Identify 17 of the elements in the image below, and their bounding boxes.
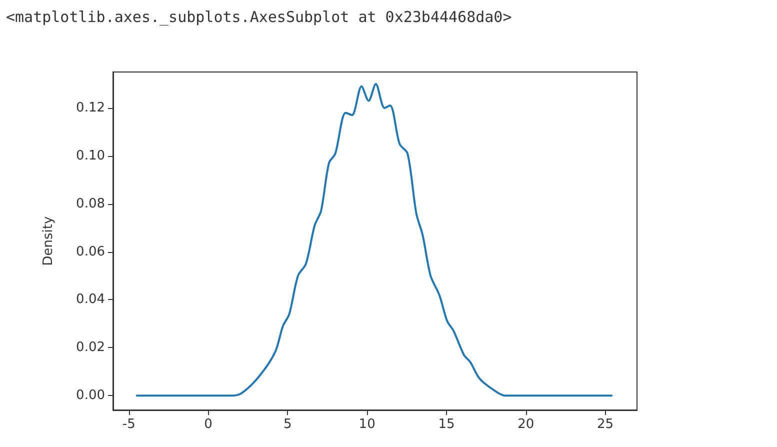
x-tick-label: 20 xyxy=(518,417,534,432)
x-tick-label: 25 xyxy=(596,417,614,432)
y-tick-label: 0.02 xyxy=(76,340,105,356)
x-tick-label: 10 xyxy=(358,417,376,432)
y-tick-label: 0.04 xyxy=(76,292,105,308)
y-tick-label: 0.00 xyxy=(76,388,105,404)
x-tick-label: 0 xyxy=(204,417,212,432)
x-tick-label: -5 xyxy=(122,417,136,432)
y-tick-label: 0.08 xyxy=(76,196,105,212)
y-tick-label: 0.06 xyxy=(76,244,105,260)
x-tick-label: 5 xyxy=(284,417,292,432)
text: <matplotlib.axes._subplots.AxesSubplot at 0x23b44468da0> xyxy=(6,8,512,26)
y-tick-label: 0.12 xyxy=(76,100,105,116)
y-tick-label: 0.10 xyxy=(76,148,105,164)
x-tick-label: 15 xyxy=(438,417,455,432)
y-axis-title: Density xyxy=(41,216,56,266)
line-series xyxy=(136,82,613,397)
